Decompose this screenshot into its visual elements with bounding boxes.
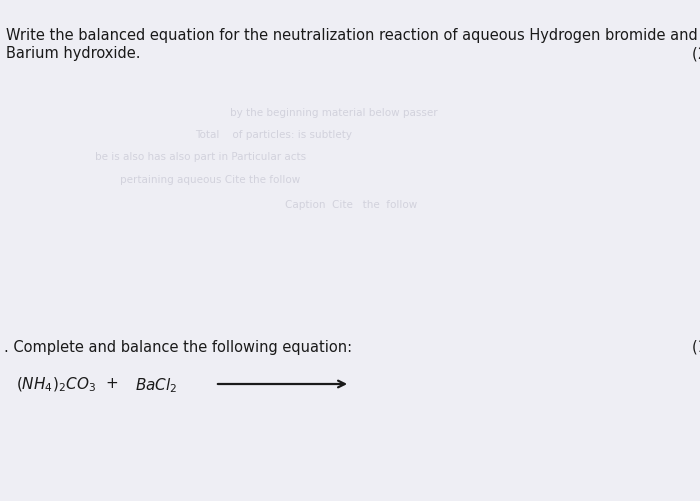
Text: be is also has also part in Particular acts: be is also has also part in Particular a… xyxy=(95,152,306,162)
Text: $(NH_4)_2CO_3$: $(NH_4)_2CO_3$ xyxy=(16,376,96,394)
Text: Caption  Cite   the  follow: Caption Cite the follow xyxy=(285,200,417,210)
Text: +: + xyxy=(105,376,118,391)
Text: (2 M: (2 M xyxy=(692,46,700,61)
Text: by the beginning material below passer: by the beginning material below passer xyxy=(230,108,438,118)
Text: pertaining aqueous Cite the follow: pertaining aqueous Cite the follow xyxy=(120,175,300,185)
Text: Total    of particles: is subtlety: Total of particles: is subtlety xyxy=(195,130,352,140)
Text: Write the balanced equation for the neutralization reaction of aqueous Hydrogen : Write the balanced equation for the neut… xyxy=(6,28,700,43)
Text: Barium hydroxide.: Barium hydroxide. xyxy=(6,46,141,61)
Text: . Complete and balance the following equation:: . Complete and balance the following equ… xyxy=(4,340,352,355)
Text: (1 M: (1 M xyxy=(692,340,700,355)
Text: $BaCl_2$: $BaCl_2$ xyxy=(135,376,177,395)
